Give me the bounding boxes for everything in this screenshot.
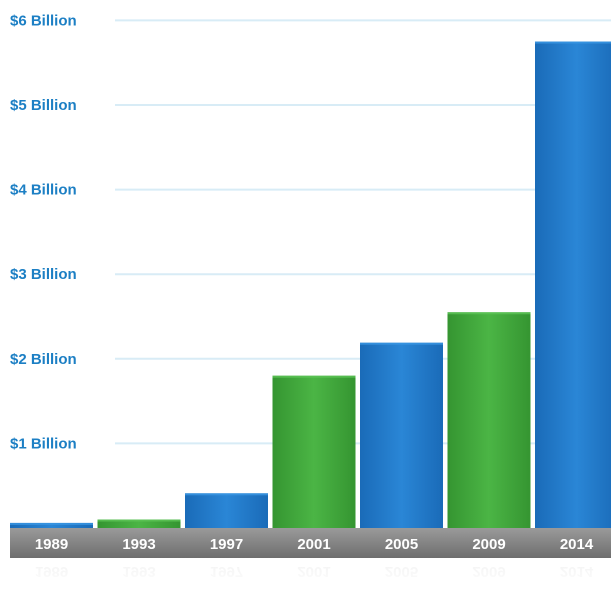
x-axis-band-rect (10, 528, 611, 558)
bar-top-highlight (360, 342, 443, 345)
bar-1997 (185, 493, 268, 528)
bar-top-highlight (185, 493, 268, 496)
x-tick-label: 2005 (385, 536, 418, 553)
bar-2001 (272, 375, 356, 528)
x-tick-label: 2009 (472, 536, 505, 553)
bar-top-highlight (447, 312, 531, 315)
y-axis-tick-labels: $1 Billion $2 Billion $3 Billion $4 Billion… (10, 12, 77, 452)
x-tick-label: 1989 (35, 536, 68, 553)
bar-1989 (10, 522, 93, 528)
x-tick-label: 2001 (297, 536, 330, 553)
bar-2005 (360, 342, 443, 528)
y-tick-label: $3 Billion (10, 266, 77, 283)
y-tick-label: $2 Billion (10, 351, 77, 368)
bar-top-highlight (97, 519, 181, 522)
bar-1993 (97, 519, 181, 528)
y-tick-label: $6 Billion (10, 12, 77, 29)
x-tick-label: 1993 (122, 536, 155, 553)
y-tick-label: $5 Billion (10, 97, 77, 114)
bar-2014 (535, 41, 611, 529)
bar-top-highlight (535, 41, 611, 44)
bar-top-highlight (272, 375, 356, 378)
x-tick-label: 2014 (560, 536, 594, 553)
x-axis-band (10, 528, 611, 558)
x-axis-tick-labels: 1989 1993 1997 2001 2005 2009 2014 (35, 536, 594, 553)
reflection-fade (0, 558, 611, 590)
y-tick-label: $1 Billion (10, 435, 77, 452)
y-tick-label: $4 Billion (10, 182, 77, 199)
x-tick-label: 1997 (210, 536, 243, 553)
bars (10, 41, 611, 529)
bar-top-highlight (10, 522, 93, 525)
bar-2009 (447, 312, 531, 528)
